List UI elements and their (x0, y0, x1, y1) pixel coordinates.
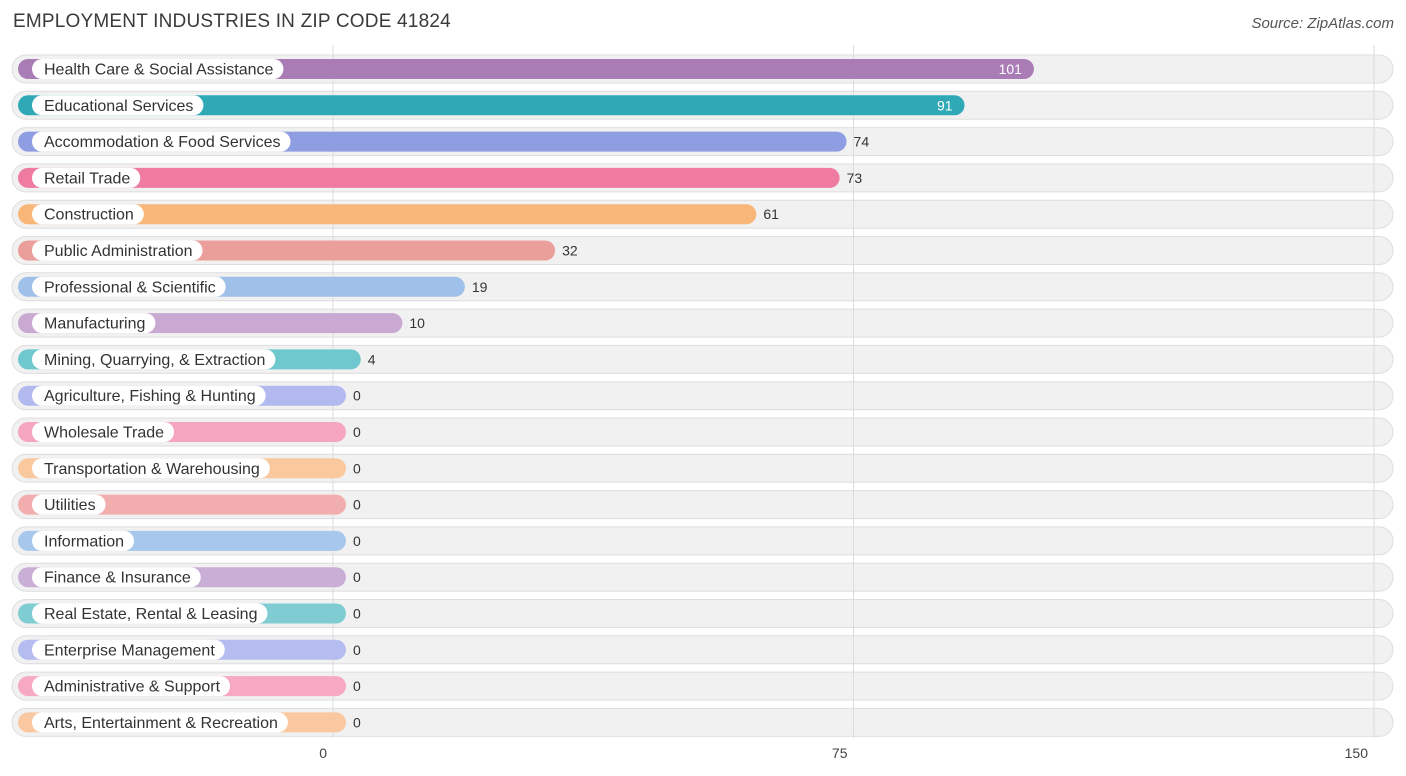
x-axis: 0 75 150 (319, 745, 1368, 761)
bar-label-background (32, 59, 284, 79)
bar-label-background (32, 240, 203, 261)
row-background (11, 562, 1394, 592)
bars: Health Care & Social Assistance 101 Educat… (18, 59, 1034, 733)
bar-label: Retail Trade (44, 170, 130, 187)
bar-label: Accommodation & Food Services (44, 134, 281, 151)
bar-label: Health Care & Social Assistance (44, 62, 274, 79)
row-background (11, 453, 1394, 483)
bar-label: Construction (44, 207, 134, 224)
bar-label-background (32, 95, 204, 116)
x-tick-label: 150 (1345, 745, 1369, 761)
x-tick-label: 0 (319, 745, 327, 761)
row-background (11, 599, 1394, 628)
bar-label-background (32, 494, 106, 515)
row-background (11, 526, 1394, 556)
row-background (11, 417, 1394, 447)
row-background (11, 671, 1394, 701)
source-note: Source: ZipAtlas.com (1251, 15, 1394, 32)
value-label: 32 (562, 243, 578, 259)
bar-label-background (32, 530, 135, 551)
bar-label-background (32, 385, 266, 406)
bar-label-background (32, 639, 225, 660)
bar-label: Real Estate, Rental & Leasing (44, 606, 257, 623)
bar-label-background (32, 458, 270, 479)
value-label: 0 (353, 424, 361, 440)
value-label: 0 (353, 642, 361, 658)
row-background (11, 381, 1394, 411)
value-label: 61 (763, 206, 779, 222)
value-label: 19 (472, 279, 488, 295)
row-background (11, 635, 1394, 665)
bar (18, 204, 757, 225)
value-label: 0 (353, 606, 361, 622)
value-label: 91 (937, 97, 953, 113)
bar-label: Finance & Insurance (44, 570, 191, 587)
bar-label: Educational Services (44, 98, 193, 115)
value-label: 0 (353, 714, 361, 730)
value-label: 0 (353, 388, 361, 404)
bar-label-background (32, 313, 156, 334)
bar-label-background (32, 567, 201, 588)
bar-label: Mining, Quarrying, & Extraction (44, 352, 265, 369)
bar-label: Administrative & Support (44, 679, 221, 696)
bar-label-background (32, 603, 268, 624)
value-label: 4 (368, 351, 376, 367)
bar-label: Professional & Scientific (44, 279, 216, 296)
bar-label: Public Administration (44, 243, 193, 260)
bar (18, 167, 840, 188)
value-label: 0 (353, 460, 361, 476)
bar-label: Transportation & Warehousing (44, 461, 260, 478)
bar (18, 95, 965, 116)
bar-label-background (32, 131, 291, 152)
value-label: 0 (353, 569, 361, 585)
value-label: 0 (353, 497, 361, 513)
bar-label: Agriculture, Fishing & Hunting (44, 388, 256, 405)
row-background (11, 490, 1394, 520)
value-label: 74 (854, 134, 870, 150)
bar-label: Manufacturing (44, 316, 145, 333)
bar-label-background (32, 204, 144, 225)
bar-label-background (32, 349, 276, 370)
row-background (11, 707, 1394, 737)
bar-label-background (32, 167, 141, 188)
bar-label-background (32, 422, 175, 442)
bar-label: Utilities (44, 497, 96, 514)
bar-label: Information (44, 533, 124, 550)
value-label: 0 (353, 678, 361, 694)
bar-label: Enterprise Management (44, 642, 215, 659)
bar-label-background (32, 676, 231, 697)
x-tick-label: 75 (832, 745, 848, 761)
value-label: 10 (409, 315, 425, 331)
bar-label-background (32, 276, 226, 297)
value-label: 101 (999, 61, 1023, 77)
value-label: 0 (353, 533, 361, 549)
value-label: 73 (847, 170, 863, 186)
chart-title: EMPLOYMENT INDUSTRIES IN ZIP CODE 41824 (13, 11, 451, 32)
bar-label: Wholesale Trade (44, 425, 164, 442)
bar-label-background (32, 712, 288, 733)
bar-label: Arts, Entertainment & Recreation (44, 715, 278, 732)
